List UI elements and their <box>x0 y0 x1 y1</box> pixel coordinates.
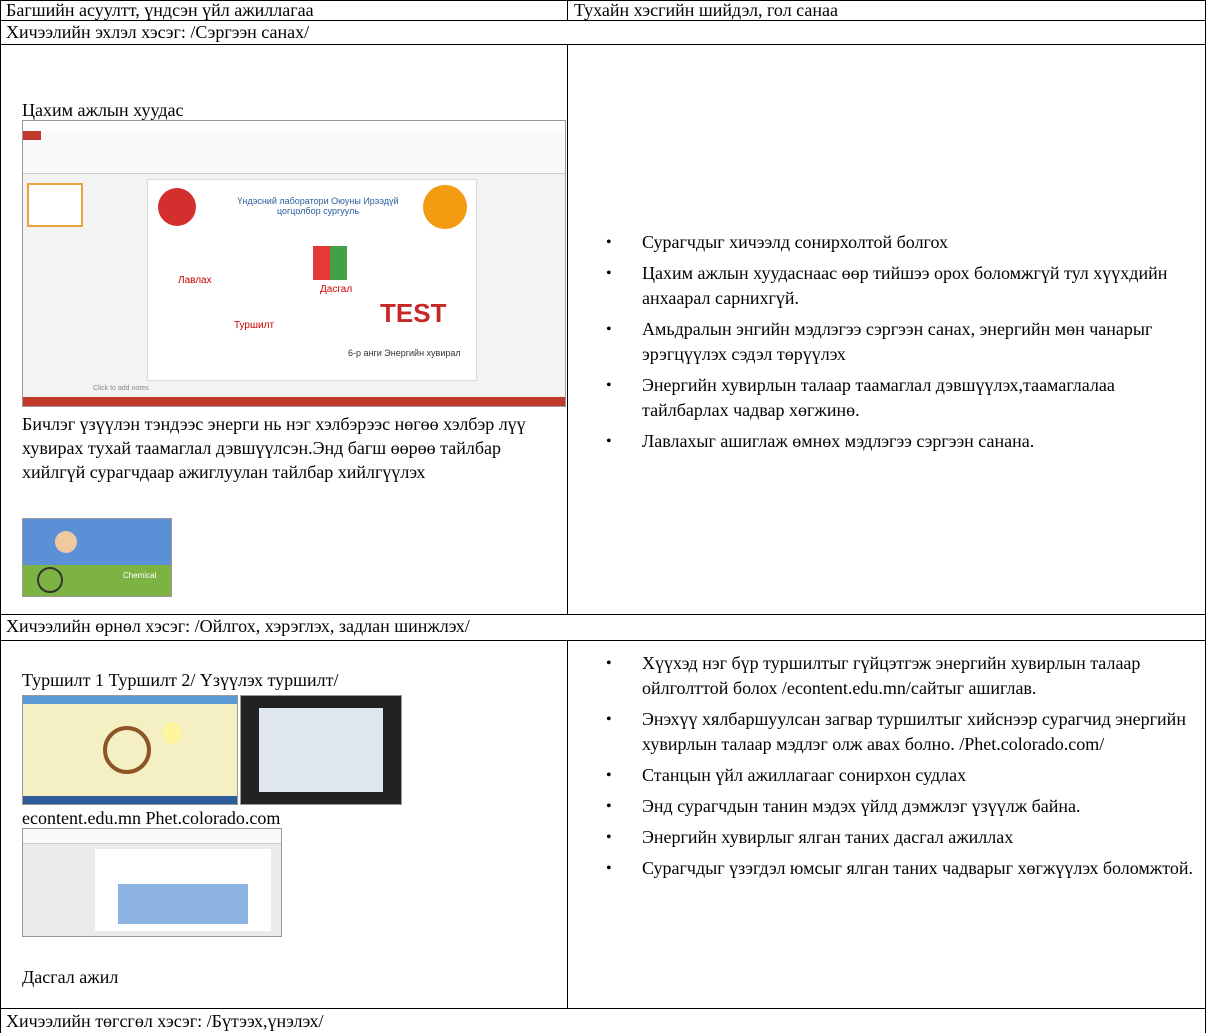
caption: econtent.edu.mn Phet.colorado.com <box>22 808 281 828</box>
tablet-screenshot <box>240 695 402 805</box>
slide-title: Үндэсний лаборатори Оюуны Ирээдүй цогцол… <box>237 196 399 216</box>
puzzle-icon <box>313 246 347 280</box>
border <box>567 0 568 20</box>
border <box>567 44 568 614</box>
figure <box>55 531 77 553</box>
border <box>0 640 1206 641</box>
paragraph: Бичлэг үзүүлэн тэндээс энерги нь нэг хэл… <box>22 414 526 482</box>
section-title: Хичээлийн өрнөл хэсэг: /Ойлгох, хэрэглэх… <box>6 616 470 636</box>
bullet-item: Станцын үйл ажиллагааг сонирхон судлах <box>604 763 1194 788</box>
logo <box>423 185 467 229</box>
tablet-screen <box>259 708 383 792</box>
table-image <box>118 884 248 924</box>
bullet-item: Энд сурагчдын танин мэдэх үйлд дэмжлэг ү… <box>604 794 1194 819</box>
slide-screenshot: Үндэсний лаборатори Оюуны Ирээдүй цогцол… <box>22 120 566 407</box>
bulb <box>163 722 181 744</box>
border <box>0 614 1206 615</box>
experiment-screenshot <box>22 695 238 805</box>
border <box>0 0 1206 1</box>
slide-subtitle: 6-р анги Энергийн хувирал <box>348 348 461 358</box>
taskbar <box>23 796 237 804</box>
bullet-item: Сурагчдыг хичээлд сонирхолтой болгох <box>604 230 1194 255</box>
bullet-item: Лавлахыг ашиглаж өмнөх мэдлэгээ сэргээн … <box>604 429 1194 454</box>
file-tab <box>23 131 41 140</box>
slide-link: Дасгал <box>320 284 353 295</box>
animation-screenshot: Chemical <box>22 518 172 597</box>
section-title: Хичээлийн төгсгөл хэсэг: /Бүтээх,үнэлэх/ <box>6 1011 324 1031</box>
slide-link: TEST <box>380 298 447 328</box>
header-cell: Тухайн хэсгийн шийдэл, гол санаа <box>574 0 838 20</box>
animation-label: Chemical <box>123 571 157 580</box>
notes: Click to add notes <box>93 385 149 392</box>
heading: Туршилт 1 Туршилт 2/ Үзүүлэх туршилт/ <box>22 670 339 690</box>
bullet-item: Энэхүү хялбаршуулсан загвар туршилтыг хи… <box>604 707 1194 757</box>
border <box>0 20 1206 21</box>
header-cell: Багшийн асуултт, үндсэн үйл ажиллагаа <box>6 0 314 20</box>
border <box>0 1008 1206 1009</box>
ribbon <box>23 131 565 174</box>
footer-label: Дасгал ажил <box>22 967 119 987</box>
titlebar <box>23 696 237 704</box>
wheel <box>37 567 63 593</box>
border <box>0 44 1206 45</box>
thumbnail <box>27 183 83 227</box>
titlebar <box>23 121 565 131</box>
bullet-list: Хүүхэд нэг бүр туршилтыг гүйцэтгэж энерг… <box>604 651 1194 887</box>
slide-link: Лавлах <box>178 275 212 286</box>
statusbar <box>23 397 565 406</box>
wheel <box>103 726 151 774</box>
slide-link: Туршилт <box>234 320 275 331</box>
bullet-item: Энергийн хувирлыг ялган таних дасгал ажи… <box>604 825 1194 850</box>
exercise-screenshot <box>22 828 282 937</box>
bullet-item: Хүүхэд нэг бүр туршилтыг гүйцэтгэж энерг… <box>604 651 1194 701</box>
border <box>567 640 568 1008</box>
slide: Үндэсний лаборатори Оюуны Ирээдүй цогцол… <box>147 179 477 381</box>
bullet-item: Цахим ажлын хуудаснаас өөр тийшээ орох б… <box>604 261 1194 311</box>
bullet-item: Амьдралын энгийн мэдлэгээ сэргээн санах,… <box>604 317 1194 367</box>
logo <box>158 188 196 226</box>
bullet-item: Сурагчдыг үзэгдэл юмсыг ялган таних чадв… <box>604 856 1194 881</box>
bullet-item: Энергийн хувирлын талаар таамаглал дэвшү… <box>604 373 1194 423</box>
bullet-list: Сурагчдыг хичээлд сонирхолтой болгох Цахи… <box>604 230 1194 460</box>
section-title: Хичээлийн эхлэл хэсэг: /Сэргээн санах/ <box>6 22 310 42</box>
border <box>0 0 1 1033</box>
ribbon <box>23 829 281 844</box>
heading: Цахим ажлын хуудас <box>22 100 184 120</box>
